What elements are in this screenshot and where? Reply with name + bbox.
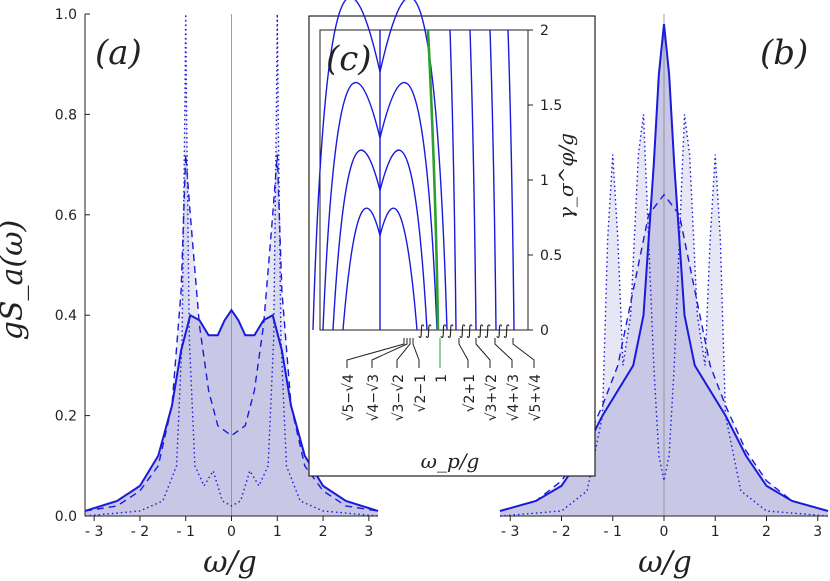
y-tick-label: 0.4: [55, 308, 77, 324]
x-tick-label: - 2: [131, 524, 149, 540]
vertical-curve: [469, 29, 477, 331]
x-tick-leader: [458, 338, 469, 368]
ylabel-c: γ_σ^φ/g: [554, 133, 578, 219]
x-tick-label: √5−√4: [341, 374, 357, 421]
y-tick-label: 0.8: [55, 107, 77, 123]
x-tick-leader: [475, 338, 491, 368]
panel-c-inset: 00.511.52∫∫ ∫∫ ∫∫ ∫∫ ∫∫√5−√4 √4−√3 √3−√2 √2−1 1 √…: [308, 0, 596, 477]
x-tick-label: √5+√4: [528, 374, 544, 421]
inset-y-tick-label: 1.5: [540, 98, 562, 114]
x-tick-label: - 1: [604, 524, 622, 540]
x-tick-leader: [346, 338, 405, 368]
inset-y-tick-label: 2: [540, 23, 549, 39]
xlabel-b: ω/g: [638, 545, 692, 580]
x-tick-label: - 2: [552, 524, 570, 540]
series-line-dotted: [84, 13, 379, 517]
axis-break-mark: ∫∫: [496, 323, 511, 339]
panel-b-tag: (b): [760, 33, 808, 73]
panel-a-tag: (a): [95, 33, 142, 73]
x-tick-label: 1: [711, 524, 720, 540]
x-tick-label: 1: [434, 374, 450, 383]
x-tick-leader: [412, 338, 420, 368]
x-tick-label: 2: [762, 524, 771, 540]
x-tick-label: - 1: [177, 524, 195, 540]
green-curve: [426, 29, 440, 331]
xlabel-a: ω/g: [203, 545, 257, 580]
x-tick-label: 2: [319, 524, 328, 540]
x-tick-leader: [396, 338, 411, 368]
x-tick-label: - 3: [85, 524, 103, 540]
x-tick-label: √2+1: [462, 374, 478, 412]
x-tick-leader: [512, 338, 535, 368]
axis-break-mark: ∫∫: [418, 323, 433, 339]
panel-c-tag: (c): [326, 39, 372, 79]
x-tick-label: 0: [227, 524, 236, 540]
vertical-curve: [507, 29, 515, 331]
axis-break-mark: ∫∫: [440, 323, 455, 339]
x-tick-label: 0: [660, 524, 669, 540]
inset-y-tick-label: 0.5: [540, 248, 562, 264]
x-tick-label: - 3: [501, 524, 519, 540]
panel-b-chart: - 3 - 2 - 1 0 1 2 3: [499, 14, 829, 540]
inset-y-tick-label: 0: [540, 323, 549, 339]
ylabel-a: gS_a(ω): [0, 220, 30, 341]
x-tick-label: 3: [364, 524, 373, 540]
x-tick-label: 1: [273, 524, 282, 540]
axis-break-mark: ∫∫: [459, 323, 474, 339]
x-tick-label: √2−1: [413, 374, 429, 412]
series-line-dashed: [499, 193, 829, 512]
xlabel-c: ω_p/g: [421, 449, 480, 473]
y-tick-label: 0.0: [55, 509, 77, 525]
inset-y-tick-label: 1: [540, 173, 549, 189]
series-line-dashed: [84, 154, 379, 512]
x-tick-leader: [371, 338, 408, 368]
x-tick-label: √3−√2: [391, 374, 407, 421]
x-tick-label: √3+√2: [484, 374, 500, 421]
series-line-solid: [84, 308, 379, 512]
panel-a-chart: - 3 - 2 - 1 0 1 2 3 0.0 0.2 0.4 0.6 0.8 1.0: [55, 7, 379, 540]
x-tick-label: √4+√3: [506, 374, 522, 421]
y-tick-label: 1.0: [55, 7, 77, 23]
x-tick-leader: [494, 338, 513, 368]
x-tick-label: √4−√3: [366, 374, 382, 421]
vertical-curve: [449, 29, 457, 331]
y-tick-label: 0.6: [55, 208, 77, 224]
axis-break-mark: ∫∫: [477, 323, 492, 339]
y-tick-label: 0.2: [55, 409, 77, 425]
vertical-curve: [489, 29, 497, 331]
x-tick-label: 3: [813, 524, 822, 540]
